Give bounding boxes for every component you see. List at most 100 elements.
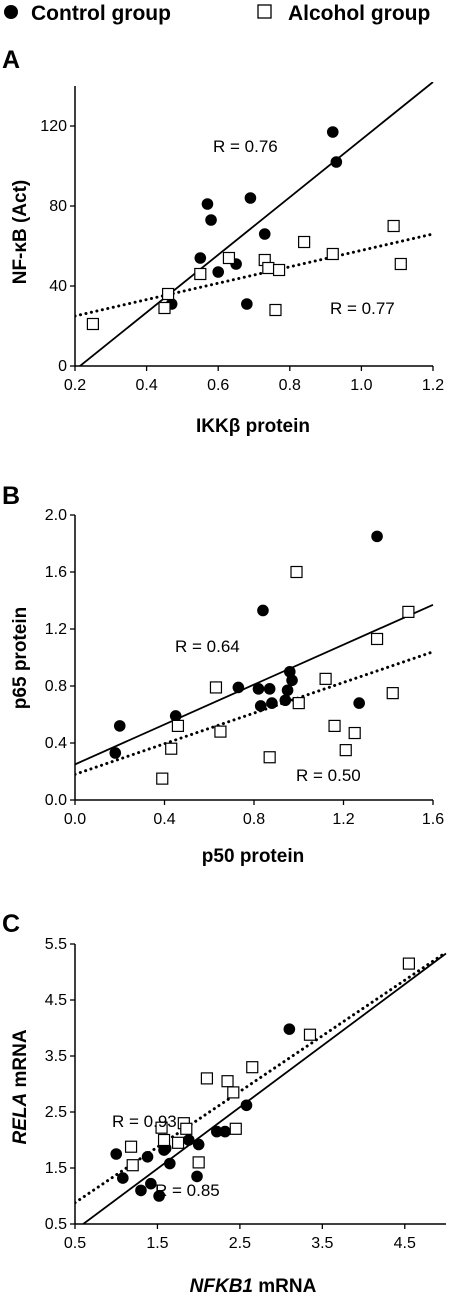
panel-b-control-point [263, 683, 276, 695]
panel-c-alcohol-point [124, 1140, 138, 1153]
legend: Control group Alcohol group [4, 2, 430, 25]
panel-c-x-tick-label: 2.5 [229, 1235, 251, 1252]
panel-a-control-point [326, 126, 339, 138]
panel-b-x-tick-label: 1.6 [422, 811, 444, 828]
panel-c-x-tick-label: 0.5 [64, 1235, 86, 1252]
panel-b-alcohol-point [348, 726, 361, 740]
panel-b-alcohol-r-label: R = 0.50 [296, 766, 361, 785]
panel-b-control-point [257, 604, 269, 617]
panel-c-alcohol-fit-line [75, 950, 448, 1205]
panel-b-y-tick-label: 1.6 [45, 564, 67, 581]
panel-b-control-point [252, 683, 265, 695]
panel-a-alcohol-point [262, 261, 275, 275]
panel-b-y-axis-label: p65 protein [10, 607, 31, 709]
panel-b: B 0.0 0.4 0.8 1.2 1.6 2.0 0.0 0.4 0.8 1.2 1.6 R = 0… [2, 482, 444, 867]
panel-b-control-point [279, 694, 292, 707]
panel-a-y-axis-label: NF-κB (Act) [10, 180, 31, 285]
panel-c-y-axis-label: RELA mRNA [10, 1029, 31, 1144]
panel-a-x-tick-label: 0.6 [207, 377, 229, 394]
panel-b-alcohol-point [171, 719, 185, 733]
panel-b-control-point [254, 700, 267, 712]
panel-c-y-tick-label: 5.5 [45, 936, 67, 953]
panel-b-control-point [286, 674, 298, 687]
panel-a-control-point [244, 192, 257, 204]
panel-c: C 0.5 1.5 2.5 3.5 4.5 5.5 0.5 1.5 2.5 3.5 4.5 R = 0… [2, 910, 448, 1297]
panel-a-alcohol-point [298, 235, 311, 249]
panel-b-x-tick-label: 0.4 [153, 811, 175, 828]
panel-a-y-tick-label: 80 [49, 198, 67, 215]
panel-b-control-point [353, 697, 365, 709]
panel-a-x-tick-label: 0.8 [279, 377, 301, 394]
panel-b-y-tick-label: 1.2 [45, 621, 67, 638]
panel-b-alcohol-point [214, 725, 227, 738]
panel-c-y-axis-label-italic: RELA [10, 1093, 31, 1145]
panel-a-letter: A [2, 46, 20, 74]
panel-c-control-point [182, 1134, 195, 1146]
legend-control-label: Control group [31, 2, 171, 25]
panel-c-control-point [110, 1148, 123, 1160]
panel-b-alcohol-point [292, 696, 305, 710]
panel-c-alcohol-point [227, 1086, 240, 1099]
panel-b-control-point [266, 697, 278, 709]
panel-c-alcohol-point [171, 1136, 185, 1149]
panel-c-control-point [141, 1151, 154, 1163]
panel-b-alcohol-point [339, 744, 352, 757]
panel-a-y-tick-label: 120 [40, 118, 67, 135]
panel-b-alcohol-point [370, 632, 384, 646]
panel-a-alcohol-point [326, 247, 339, 261]
panel-b-control-point [371, 530, 383, 543]
panel-b-alcohol-point [290, 565, 303, 579]
panel-c-x-tick-label: 4.5 [394, 1235, 416, 1252]
panel-a-alcohol-r-label: R = 0.77 [330, 299, 395, 318]
panel-a-control-r-label: R = 0.76 [213, 137, 278, 156]
panel-b-control-point [113, 720, 126, 732]
panel-a-control-point [258, 228, 271, 240]
panel-c-control-point [117, 1172, 129, 1184]
panel-b-alcohol-point [209, 681, 223, 694]
panel-b-alcohol-fit-line [75, 650, 435, 776]
panel-c-control-point [145, 1177, 157, 1190]
panel-c-alcohol-point [303, 1028, 317, 1041]
panel-b-x-axis-label: p50 protein [202, 846, 304, 867]
panel-b-alcohol-point [156, 772, 169, 785]
panel-b-y-tick-label: 0.8 [45, 678, 67, 695]
panel-a-control-point [201, 198, 214, 210]
panel-a-alcohol-point [394, 257, 407, 271]
panel-c-x-tick-label: 1.5 [146, 1235, 168, 1252]
panel-b-letter: B [2, 482, 20, 510]
panel-b-alcohol-point [386, 687, 399, 700]
panel-a-control-point [241, 298, 253, 310]
panel-b-control-point [281, 684, 294, 697]
panel-b-control-point [109, 747, 122, 759]
panel-b-control-point [232, 681, 245, 694]
panel-a-alcohol-fit-line [75, 232, 435, 318]
panel-b-x-tick-label: 1.2 [332, 811, 354, 828]
panel-b-y-tick-label: 2.0 [45, 507, 67, 524]
panel-c-alcohol-point [155, 1121, 168, 1134]
panel-c-y-tick-label: 0.5 [45, 1216, 67, 1233]
panel-a-alcohol-point [194, 267, 207, 281]
panel-b-control-fit-line [75, 603, 434, 766]
panel-c-alcohol-point [192, 1156, 205, 1169]
panel-c-control-fit-line [82, 952, 447, 1224]
panel-a-x-axis-label: IKKβ protein [196, 416, 310, 437]
panel-b-alcohol-point [165, 742, 178, 755]
panel-a-control-point [212, 266, 224, 278]
panel-a-control-point [205, 214, 217, 226]
panel-c-x-axis-label-italic: NFKB1 [190, 1276, 253, 1297]
panel-b-x-tick-label: 0.0 [64, 811, 86, 828]
panel-a-alcohol-point [86, 317, 100, 331]
panel-b-control-r-label: R = 0.64 [175, 637, 240, 656]
panel-b-alcohol-point [402, 605, 415, 619]
panel-c-alcohol-r-label: R = 0.93 [112, 1112, 177, 1131]
panel-a-control-point [194, 252, 207, 264]
panel-c-alcohol-point [402, 957, 415, 970]
panel-a-alcohol-point [222, 251, 236, 265]
panel-a-x-tick-label: 1.0 [350, 377, 372, 394]
panel-c-plot: 0.5 1.5 2.5 3.5 4.5 5.5 0.5 1.5 2.5 3.5 4.5 R = 0.8… [45, 936, 448, 1252]
panel-a-y-tick-label: 0 [58, 358, 67, 375]
panel-c-letter: C [2, 910, 20, 938]
panel-b-control-point [169, 710, 182, 722]
panel-c-control-point [219, 1125, 231, 1138]
panel-c-control-r-label: R = 0.85 [155, 1181, 220, 1200]
